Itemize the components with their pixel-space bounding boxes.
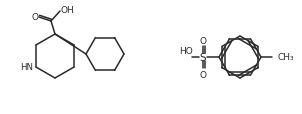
Text: O: O [31,12,38,21]
Text: CH₃: CH₃ [278,53,295,62]
Text: O: O [200,36,207,45]
Text: HO: HO [179,46,193,55]
Text: HN: HN [20,63,33,72]
Text: O: O [200,70,207,79]
Text: S: S [200,53,206,62]
Text: OH: OH [60,5,74,14]
